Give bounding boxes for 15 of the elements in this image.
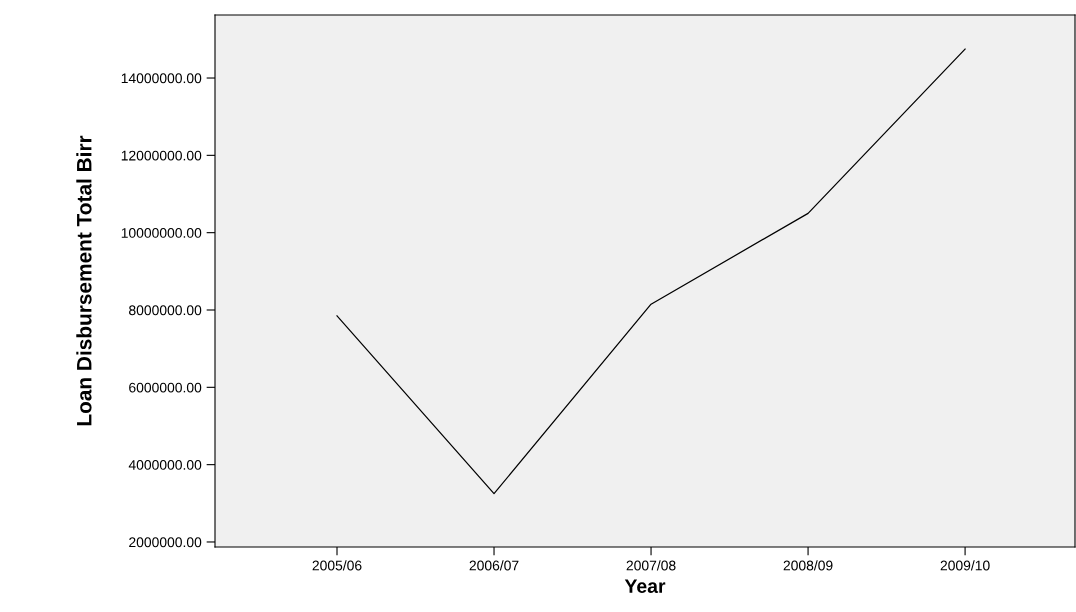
x-tick-label: 2006/07: [469, 560, 519, 571]
y-tick-label: 6000000.00: [129, 382, 202, 393]
x-tick-label: 2005/06: [312, 560, 362, 571]
y-tick-label: 8000000.00: [129, 305, 202, 316]
y-axis-title: Loan Disbursement Total Birr: [76, 135, 92, 426]
y-tick-label: 10000000.00: [121, 228, 202, 238]
y-tick-label: 2000000.00: [129, 537, 202, 548]
x-axis-title: Year: [624, 579, 666, 593]
x-tick-label: 2008/09: [783, 560, 833, 571]
x-tick-label: 2007/08: [626, 560, 676, 571]
y-tick-label: 4000000.00: [128, 459, 202, 470]
x-tick-label: 2009/10: [940, 560, 990, 571]
line-series: [336, 48, 966, 495]
y-tick-label: 14000000.00: [121, 73, 202, 84]
y-tick-label: 12000000.00: [121, 150, 202, 161]
